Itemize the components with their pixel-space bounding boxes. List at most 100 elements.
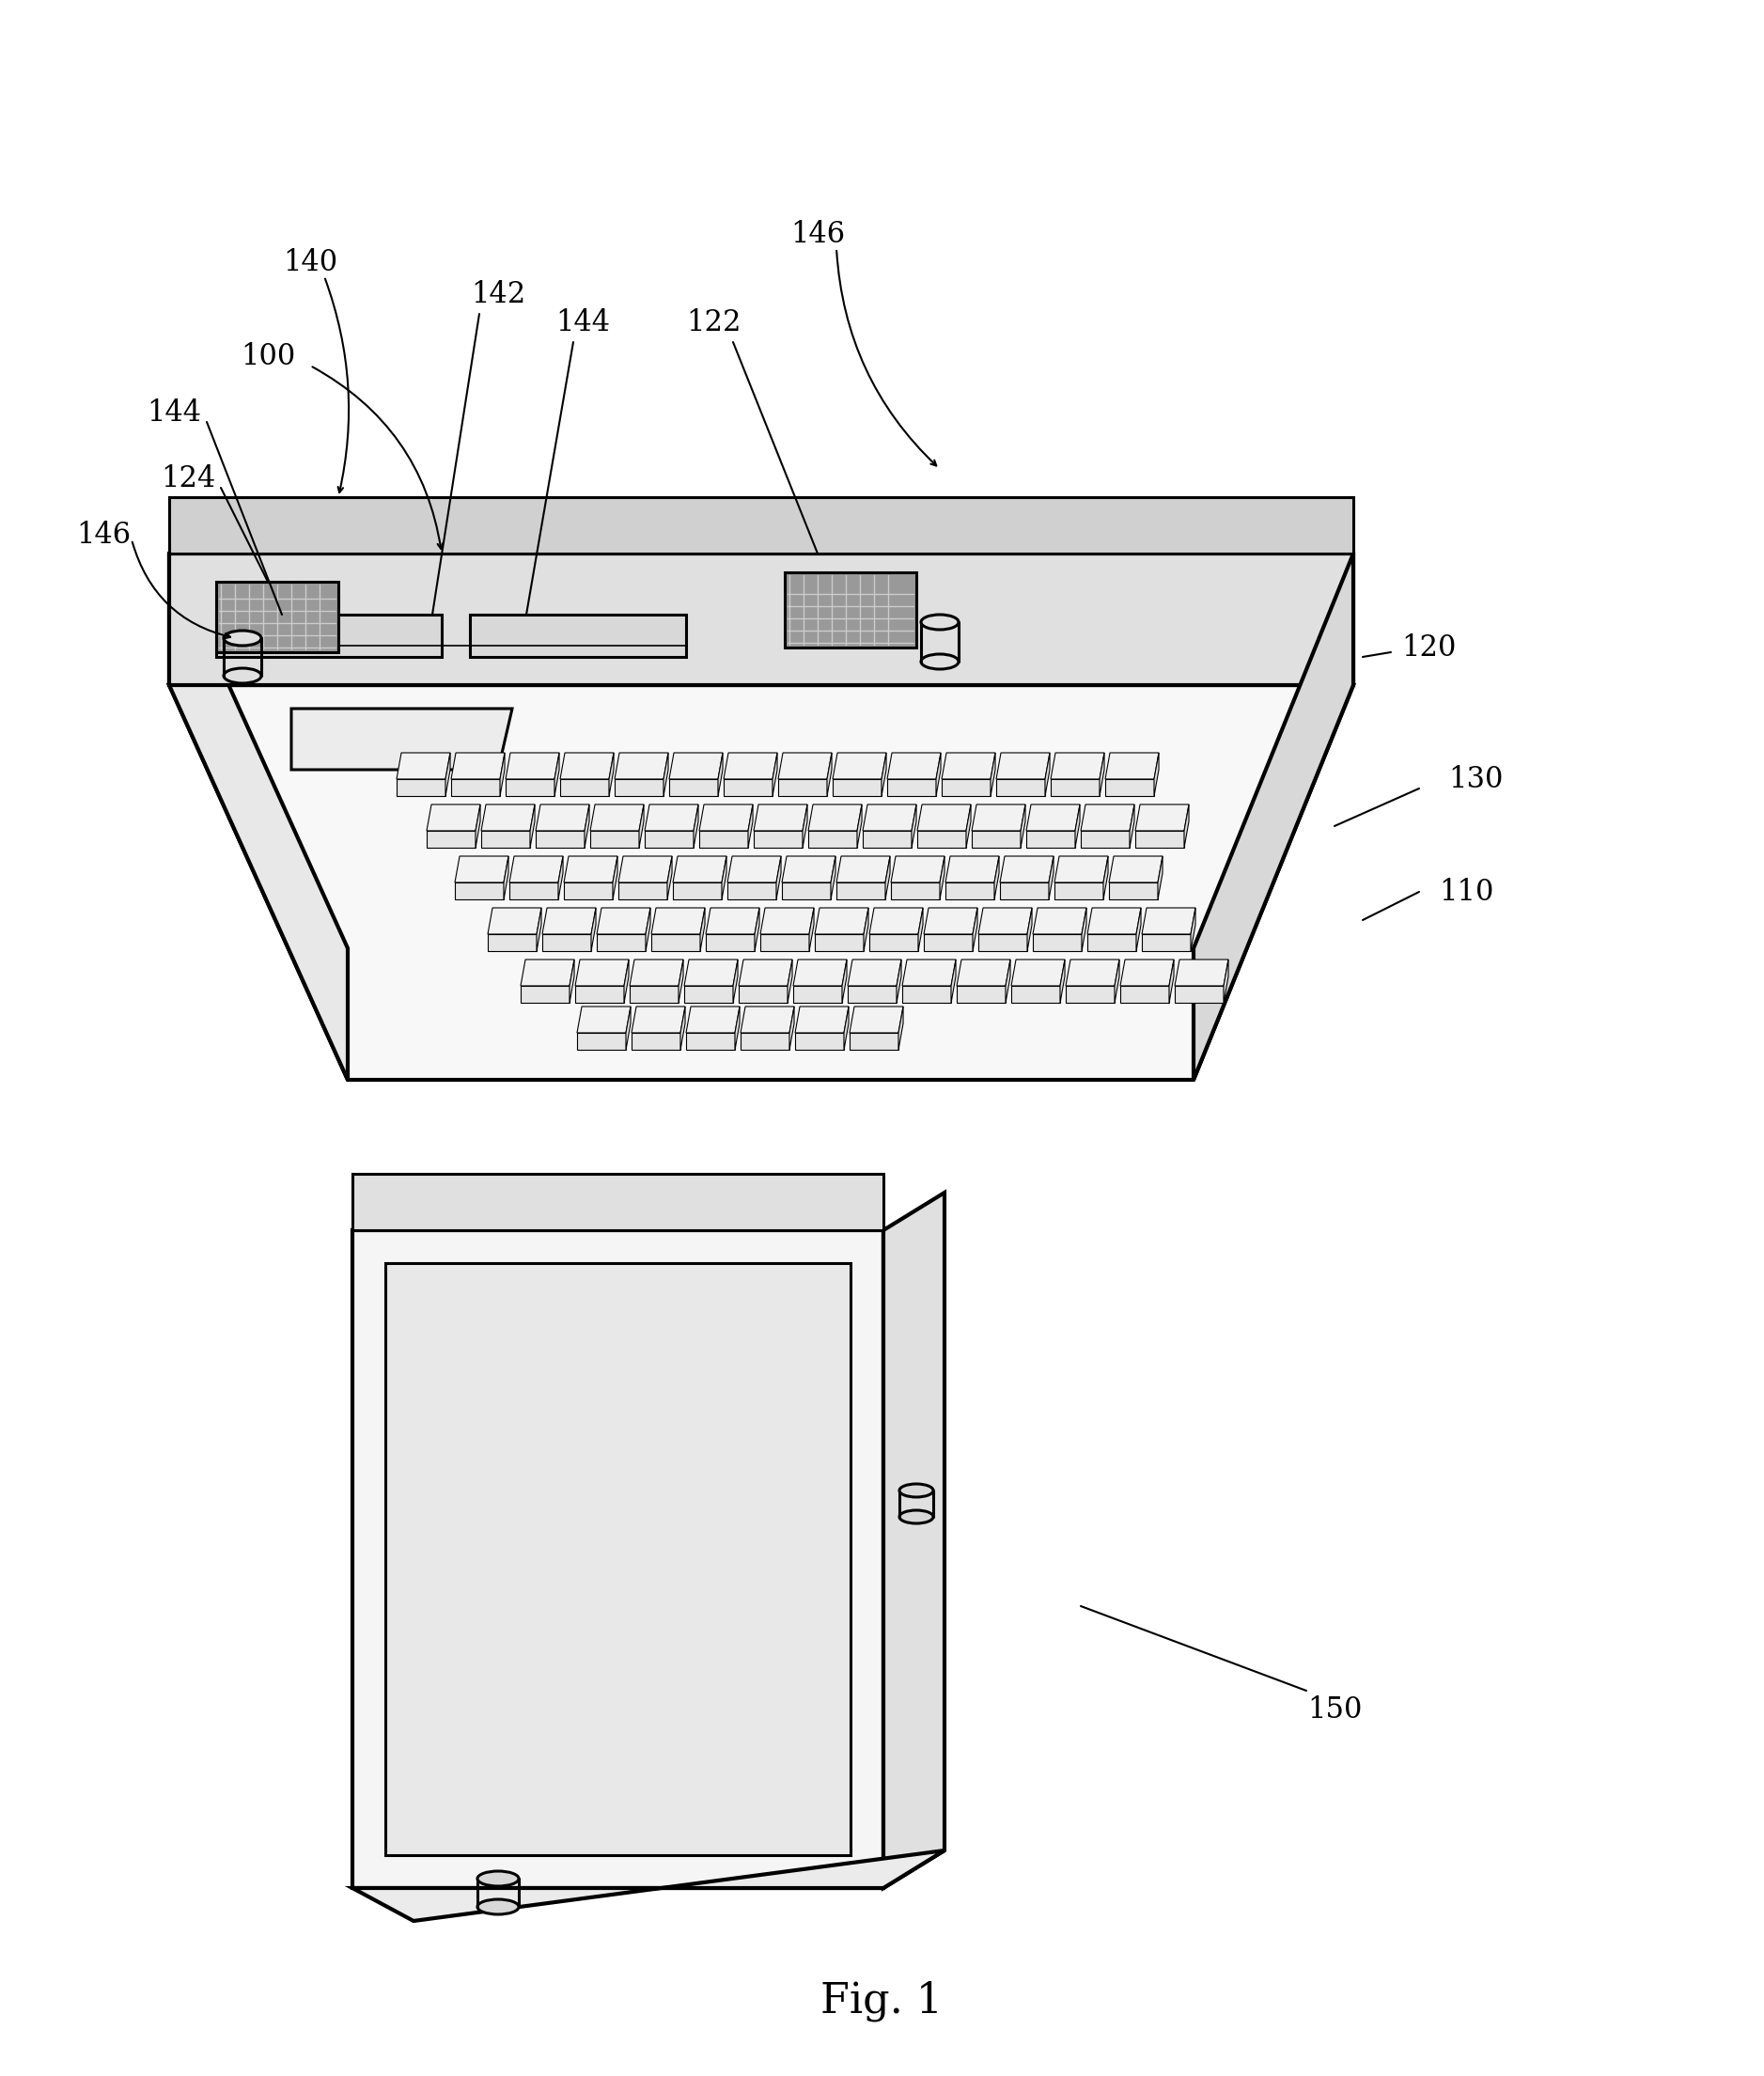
Polygon shape bbox=[591, 805, 644, 830]
Polygon shape bbox=[1154, 754, 1159, 795]
Polygon shape bbox=[808, 830, 857, 847]
Polygon shape bbox=[1170, 959, 1173, 1003]
Polygon shape bbox=[886, 855, 891, 899]
Polygon shape bbox=[385, 1262, 850, 1856]
Polygon shape bbox=[1051, 754, 1104, 778]
Polygon shape bbox=[857, 805, 863, 847]
Polygon shape bbox=[979, 934, 1027, 951]
Text: 142: 142 bbox=[471, 280, 526, 309]
Polygon shape bbox=[686, 1007, 739, 1034]
Ellipse shape bbox=[921, 614, 958, 629]
Polygon shape bbox=[718, 754, 723, 795]
Polygon shape bbox=[727, 855, 781, 882]
Polygon shape bbox=[833, 778, 882, 795]
Polygon shape bbox=[482, 830, 529, 847]
Polygon shape bbox=[561, 754, 614, 778]
Polygon shape bbox=[614, 778, 663, 795]
Polygon shape bbox=[217, 614, 441, 656]
Text: 144: 144 bbox=[556, 309, 610, 338]
Polygon shape bbox=[1060, 959, 1065, 1003]
Polygon shape bbox=[1081, 907, 1087, 951]
Polygon shape bbox=[681, 1007, 684, 1050]
Ellipse shape bbox=[478, 1900, 519, 1914]
Polygon shape bbox=[506, 754, 559, 778]
Polygon shape bbox=[169, 496, 1353, 554]
Polygon shape bbox=[1136, 805, 1189, 830]
Polygon shape bbox=[684, 986, 734, 1003]
Polygon shape bbox=[815, 934, 864, 951]
Polygon shape bbox=[721, 855, 727, 899]
Polygon shape bbox=[536, 907, 542, 951]
Polygon shape bbox=[1005, 959, 1011, 1003]
Polygon shape bbox=[542, 934, 591, 951]
Text: 140: 140 bbox=[282, 247, 337, 276]
Polygon shape bbox=[891, 882, 940, 899]
Polygon shape bbox=[887, 778, 937, 795]
Polygon shape bbox=[898, 1007, 903, 1050]
Text: 144: 144 bbox=[146, 399, 201, 428]
Polygon shape bbox=[1106, 778, 1154, 795]
Polygon shape bbox=[499, 754, 505, 795]
Polygon shape bbox=[630, 986, 679, 1003]
Polygon shape bbox=[1034, 907, 1087, 934]
Polygon shape bbox=[452, 754, 505, 778]
Polygon shape bbox=[946, 882, 995, 899]
Polygon shape bbox=[651, 907, 706, 934]
Text: 100: 100 bbox=[240, 343, 295, 372]
Polygon shape bbox=[901, 959, 956, 986]
Polygon shape bbox=[542, 907, 596, 934]
Text: 110: 110 bbox=[1439, 878, 1494, 907]
Polygon shape bbox=[672, 855, 727, 882]
Polygon shape bbox=[1136, 830, 1184, 847]
Polygon shape bbox=[169, 685, 1353, 1080]
Ellipse shape bbox=[900, 1484, 933, 1497]
Polygon shape bbox=[564, 882, 612, 899]
Polygon shape bbox=[575, 959, 628, 986]
Polygon shape bbox=[536, 830, 584, 847]
Polygon shape bbox=[489, 934, 536, 951]
Ellipse shape bbox=[900, 1509, 933, 1524]
Polygon shape bbox=[848, 959, 901, 986]
Ellipse shape bbox=[921, 654, 958, 668]
Polygon shape bbox=[833, 754, 886, 778]
Polygon shape bbox=[972, 907, 977, 951]
Polygon shape bbox=[577, 1007, 632, 1034]
Polygon shape bbox=[1194, 554, 1353, 1080]
Polygon shape bbox=[455, 882, 505, 899]
Polygon shape bbox=[217, 581, 339, 652]
Polygon shape bbox=[1175, 986, 1224, 1003]
Polygon shape bbox=[672, 882, 721, 899]
Polygon shape bbox=[482, 805, 534, 830]
Polygon shape bbox=[632, 1034, 681, 1050]
Polygon shape bbox=[510, 855, 563, 882]
Polygon shape bbox=[1081, 805, 1134, 830]
Polygon shape bbox=[353, 1173, 884, 1231]
Polygon shape bbox=[570, 959, 575, 1003]
Polygon shape bbox=[956, 986, 1005, 1003]
Polygon shape bbox=[646, 907, 651, 951]
Polygon shape bbox=[1224, 959, 1228, 1003]
Polygon shape bbox=[723, 754, 778, 778]
Polygon shape bbox=[884, 1192, 944, 1887]
Polygon shape bbox=[778, 778, 827, 795]
Polygon shape bbox=[1087, 934, 1136, 951]
Polygon shape bbox=[901, 986, 951, 1003]
Polygon shape bbox=[1099, 754, 1104, 795]
Polygon shape bbox=[626, 1007, 632, 1050]
Polygon shape bbox=[575, 986, 624, 1003]
Polygon shape bbox=[850, 1034, 898, 1050]
Polygon shape bbox=[796, 1034, 843, 1050]
Polygon shape bbox=[1011, 986, 1060, 1003]
Polygon shape bbox=[1087, 907, 1141, 934]
Polygon shape bbox=[773, 754, 778, 795]
Polygon shape bbox=[520, 986, 570, 1003]
Polygon shape bbox=[669, 754, 723, 778]
Polygon shape bbox=[808, 805, 863, 830]
Polygon shape bbox=[967, 805, 970, 847]
Polygon shape bbox=[803, 805, 808, 847]
Polygon shape bbox=[843, 1007, 848, 1050]
Polygon shape bbox=[794, 986, 841, 1003]
Polygon shape bbox=[614, 754, 669, 778]
Polygon shape bbox=[699, 830, 748, 847]
Polygon shape bbox=[1175, 959, 1228, 986]
